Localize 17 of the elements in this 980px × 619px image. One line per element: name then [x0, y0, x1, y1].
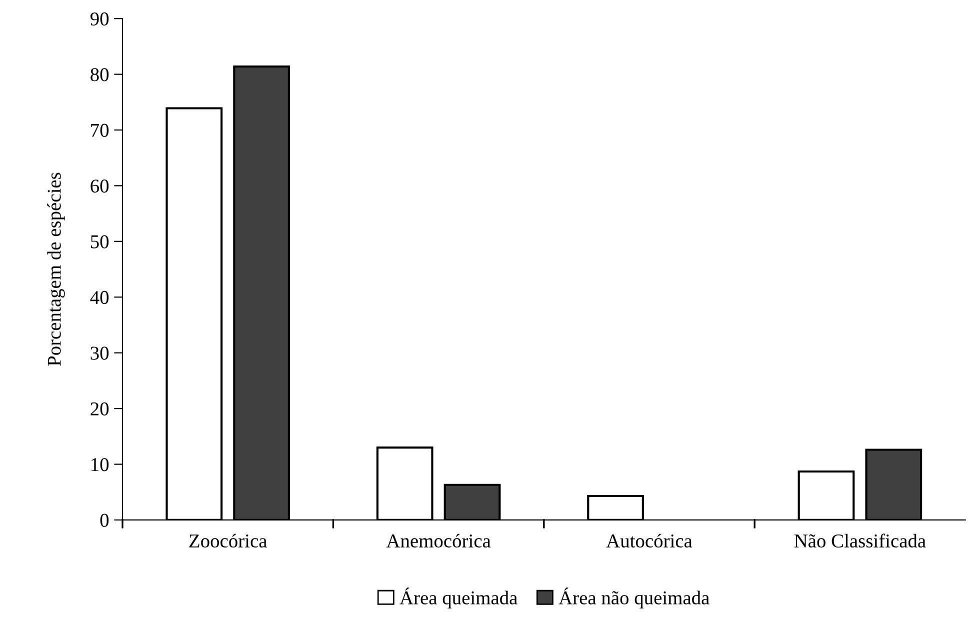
y-tick-label: 60	[90, 180, 109, 193]
y-tick-label: 30	[90, 346, 109, 360]
x-tick-label: Autocórica	[606, 534, 692, 548]
y-tick-label: 80	[90, 68, 109, 82]
x-tick-label: Zoocórica	[189, 534, 267, 548]
y-tick-label: 50	[90, 235, 109, 248]
legend-label: Área queimada	[400, 588, 518, 608]
x-tick-label: Anemocórica	[386, 534, 491, 548]
y-tick-label: 20	[90, 402, 109, 416]
y-tick-label: 90	[90, 12, 109, 26]
y-tick-label: 10	[92, 458, 109, 472]
y-tick-label: 0	[100, 514, 109, 527]
x-tick-label: Não Classificada	[794, 534, 926, 548]
y-tick-label: 40	[90, 290, 109, 304]
y-tick-label: 70	[91, 124, 109, 137]
y-axis-title: Porcentagem de espécies	[47, 172, 65, 366]
legend-label: Área não queimada	[558, 588, 710, 608]
